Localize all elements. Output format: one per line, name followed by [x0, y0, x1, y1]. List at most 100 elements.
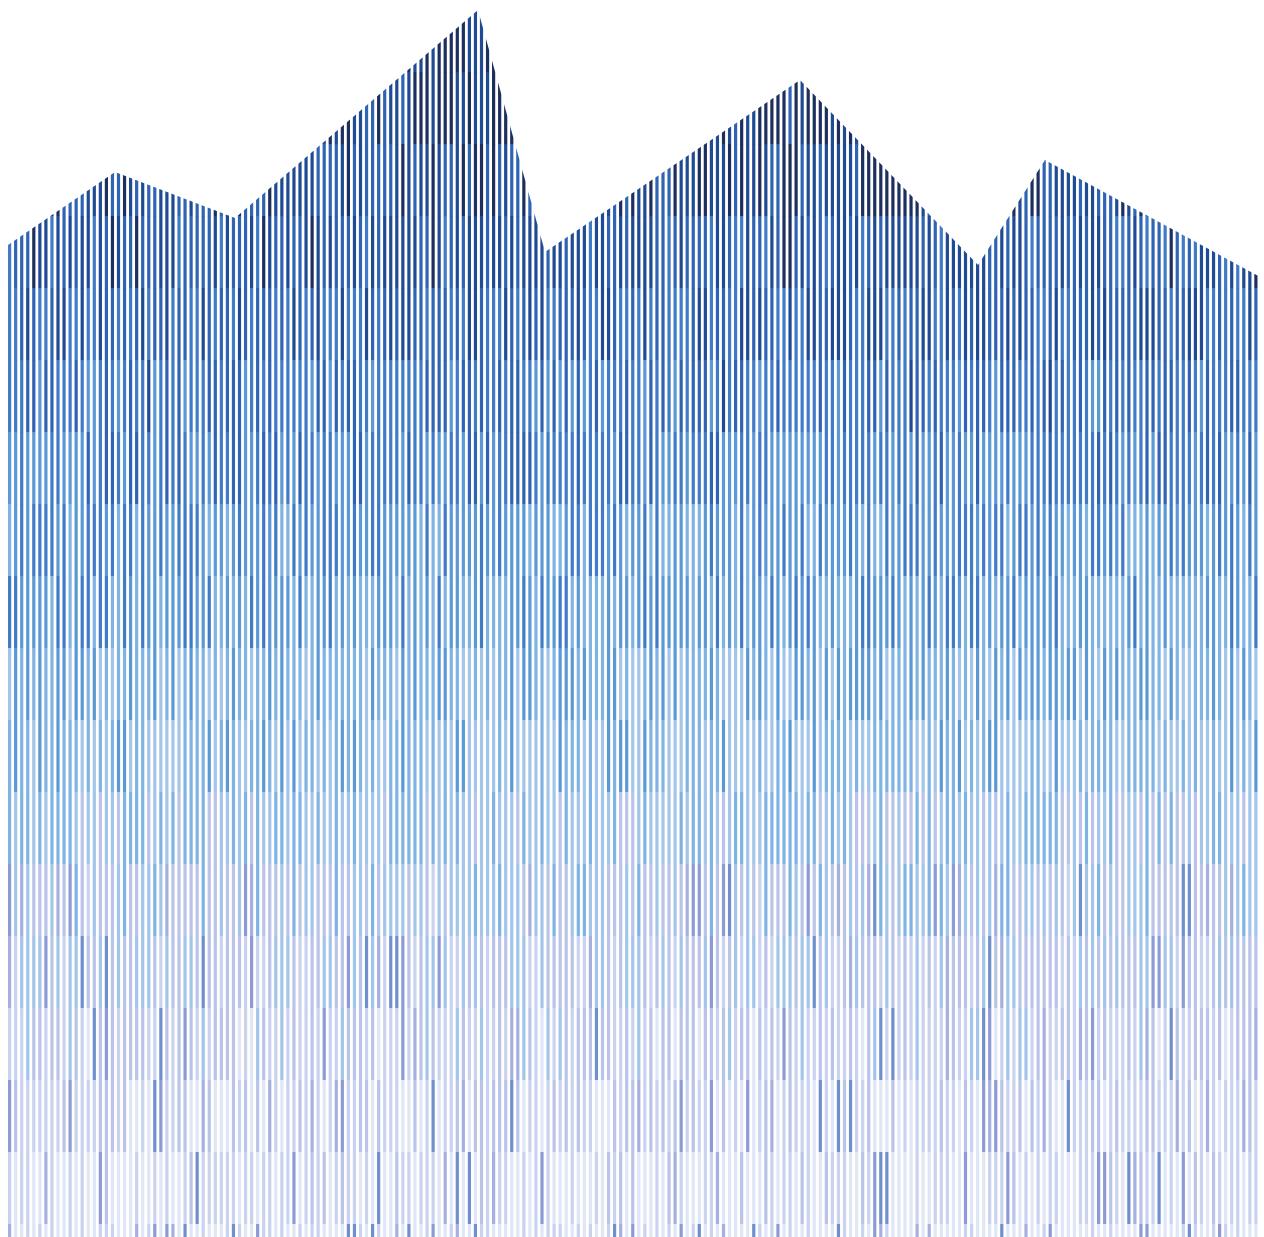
stripe-segment	[861, 288, 865, 361]
stripe-segment	[1175, 864, 1179, 937]
stripe-segment	[340, 1008, 344, 1081]
stripe-segment	[68, 1008, 72, 1081]
stripe-segment	[1060, 648, 1064, 721]
stripe-segment	[1109, 1224, 1113, 1237]
stripe-segment	[685, 1080, 689, 1153]
stripe-segment	[1103, 1224, 1107, 1237]
stripe-segment	[56, 576, 60, 649]
stripe-segment	[534, 288, 538, 361]
stripe-segment	[68, 792, 72, 865]
stripe-segment	[824, 936, 828, 1009]
stripe-segment	[256, 1224, 260, 1237]
stripe-segment	[1169, 288, 1173, 361]
stripe-segment	[842, 144, 847, 217]
stripe-segment	[141, 1008, 145, 1081]
stripe-segment	[364, 216, 369, 289]
stripe-segment	[256, 720, 260, 793]
stripe-segment	[1187, 576, 1191, 649]
stripe-segment	[322, 144, 326, 217]
stripe-segment	[455, 1152, 459, 1225]
stripe-segment	[14, 504, 18, 577]
stripe-segment	[310, 1224, 314, 1237]
stripe-segment	[425, 648, 429, 721]
stripe-segment	[492, 936, 496, 1009]
stripe-segment	[806, 1008, 810, 1081]
stripe-segment	[534, 792, 538, 865]
stripe-segment	[655, 720, 659, 793]
stripe-segment	[945, 504, 949, 577]
stripe-segment	[594, 576, 599, 649]
stripe-segment	[516, 1008, 520, 1081]
stripe-segment	[824, 864, 828, 937]
stripe-segment	[1157, 288, 1161, 361]
stripe-segment	[116, 576, 121, 649]
stripe-segment	[449, 432, 453, 505]
stripe-segment	[855, 1080, 859, 1153]
stripe-segment	[316, 1224, 320, 1237]
stripe-segment	[522, 432, 526, 505]
stripe-segment	[479, 288, 484, 361]
stripe-segment	[1181, 864, 1185, 937]
stripe-segment	[794, 72, 798, 145]
stripe-segment	[346, 720, 350, 793]
stripe-segment	[1224, 720, 1228, 793]
stripe-segment	[740, 360, 744, 433]
stripe-segment	[1066, 432, 1070, 505]
stripe-segment	[1115, 1080, 1119, 1153]
stripe-segment	[322, 432, 326, 505]
stripe-segment	[26, 1008, 30, 1081]
stripe-segment	[1242, 648, 1246, 721]
stripe-segment	[746, 1152, 750, 1225]
stripe-segment	[104, 1008, 108, 1081]
stripe-segment	[830, 1152, 834, 1225]
stripe-segment	[594, 360, 599, 433]
stripe-segment	[770, 360, 774, 433]
stripe-segment	[625, 1152, 629, 1225]
stripe-segment	[443, 936, 447, 1009]
stripe-segment	[147, 432, 151, 505]
stripe-segment	[38, 936, 42, 1009]
stripe-segment	[461, 648, 465, 721]
stripe-segment	[1054, 216, 1058, 289]
stripe-segment	[806, 576, 810, 649]
stripe-segment	[546, 1080, 550, 1153]
stripe-segment	[963, 1008, 968, 1081]
stripe-segment	[479, 936, 484, 1009]
stripe-segment	[1084, 576, 1089, 649]
stripe-segment	[371, 216, 375, 289]
stripe-segment	[558, 432, 562, 505]
stripe-segment	[818, 504, 822, 577]
stripe-segment	[104, 504, 108, 577]
stripe-segment	[594, 1152, 599, 1225]
stripe-segment	[1006, 288, 1010, 361]
stripe-segment	[746, 1080, 750, 1153]
stripe-segment	[673, 504, 677, 577]
stripe-segment	[564, 360, 568, 433]
stripe-segment	[576, 1224, 580, 1237]
stripe-segment	[788, 288, 792, 361]
stripe-segment	[758, 216, 762, 289]
stripe-segment	[1157, 360, 1161, 433]
stripe-segment	[1030, 1224, 1034, 1237]
stripe-segment	[38, 792, 42, 865]
stripe-segment	[606, 1008, 611, 1081]
stripe-segment	[945, 936, 949, 1009]
stripe-segment	[969, 864, 974, 937]
stripe-segment	[842, 360, 847, 433]
stripe-segment	[903, 648, 907, 721]
stripe-segment	[1224, 1080, 1228, 1153]
stripe-segment	[788, 432, 792, 505]
stripe-segment	[776, 504, 780, 577]
stripe-segment	[957, 720, 962, 793]
stripe-segment	[298, 648, 302, 721]
stripe-segment	[86, 360, 90, 433]
stripe-segment	[201, 216, 205, 289]
stripe-segment	[98, 936, 102, 1009]
stripe-segment	[1097, 720, 1101, 793]
stripe-segment	[842, 792, 847, 865]
stripe-segment	[243, 1152, 248, 1225]
stripe-segment	[1187, 1080, 1191, 1153]
stripe-segment	[619, 1152, 623, 1225]
stripe-segment	[98, 504, 102, 577]
stripe-segment	[1133, 576, 1137, 649]
